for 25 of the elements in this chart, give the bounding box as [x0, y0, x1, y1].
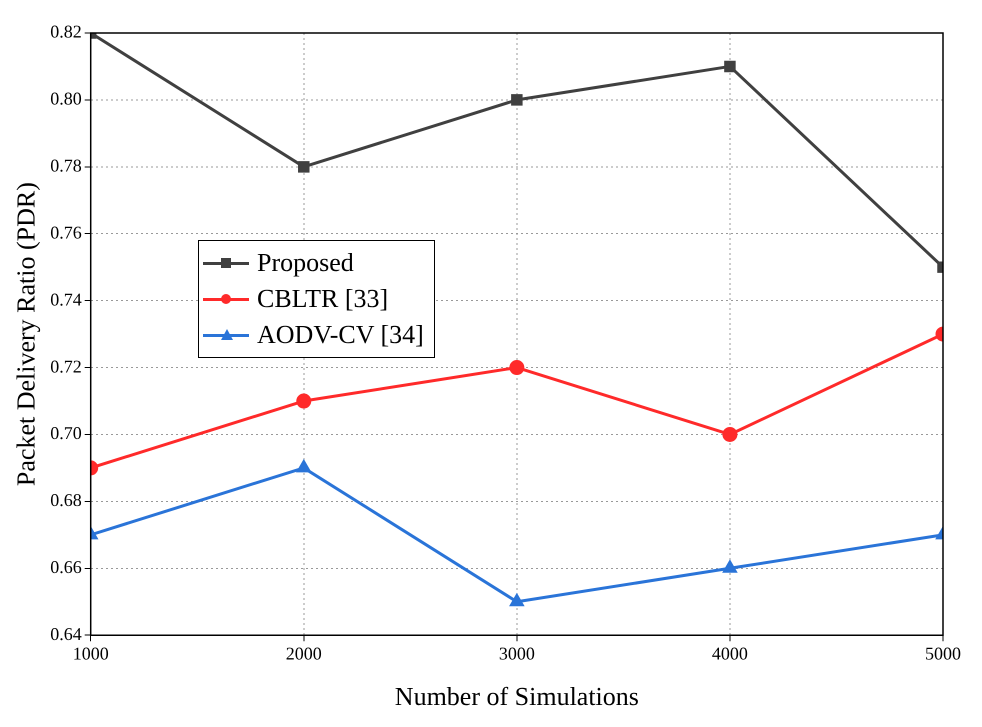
- y-tick-label: 0.66: [50, 557, 82, 578]
- y-tick-label: 0.72: [50, 356, 82, 376]
- y-tick-label: 0.64: [50, 624, 82, 644]
- y-tick-label: 0.68: [50, 490, 82, 510]
- x-tick-label: 4000: [712, 644, 748, 664]
- point: [509, 360, 524, 376]
- legend-label: AODV-CV [34]: [257, 320, 424, 350]
- x-tick-label: 2000: [286, 644, 322, 664]
- y-tick-label: 0.80: [50, 88, 82, 109]
- y-tick-label: 0.82: [50, 22, 82, 42]
- point: [298, 161, 310, 173]
- x-tick-label: 1000: [72, 644, 109, 664]
- x-axis-title: Number of Simulations: [394, 682, 639, 712]
- y-tick-label: 0.70: [50, 423, 82, 444]
- y-tick-label: 0.78: [50, 156, 82, 176]
- legend-label: CBLTR [33]: [257, 284, 388, 314]
- point: [722, 426, 738, 442]
- y-axis-title: Packet Delivery Ratio (PDR): [11, 182, 40, 486]
- point: [510, 594, 524, 606]
- legend-label: Proposed: [257, 248, 354, 278]
- y-tick-label: 0.74: [50, 289, 82, 310]
- x-tick-label: 3000: [498, 644, 535, 664]
- y-tick-label: 0.76: [50, 222, 82, 242]
- x-tick-label: 5000: [925, 644, 961, 664]
- point: [511, 94, 523, 106]
